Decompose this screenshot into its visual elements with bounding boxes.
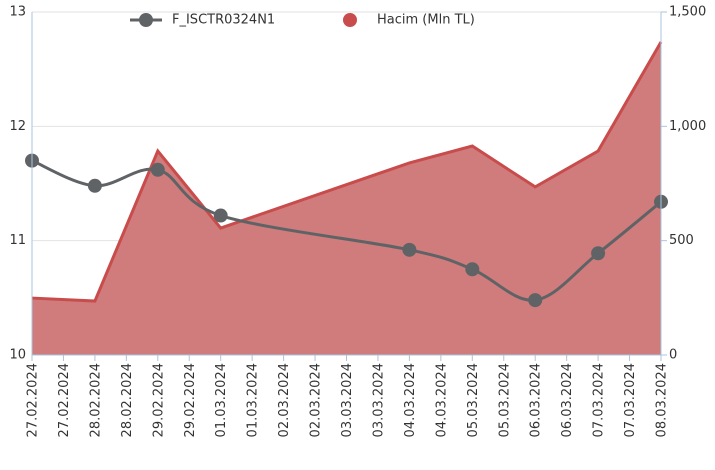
- x-tick-label: 08.03.2024: [655, 363, 670, 437]
- x-tick-label: 01.03.2024: [214, 363, 229, 437]
- line: [31, 159, 662, 302]
- y-tick-label: 13: [9, 5, 26, 20]
- point: [591, 246, 606, 261]
- x-tick-label: 28.02.2024: [120, 363, 135, 437]
- x-tick-label: 29.02.2024: [183, 363, 198, 437]
- x-tick-label: 28.02.2024: [88, 363, 103, 437]
- x-tick-label: 05.03.2024: [497, 363, 512, 437]
- x-tick-label: 04.03.2024: [434, 363, 449, 437]
- area-edge: [31, 41, 663, 303]
- point: [402, 242, 417, 257]
- x-tick-label: 02.03.2024: [277, 363, 292, 437]
- legend-marker: [139, 13, 153, 27]
- x-tick-label: 07.03.2024: [592, 363, 607, 437]
- x-tick-label: 06.03.2024: [529, 363, 544, 437]
- legend-label: F_ISCTR0324N1: [172, 13, 275, 28]
- y-tick-label: 10: [9, 348, 26, 363]
- area: [32, 41, 661, 356]
- y-tick-label: 11: [9, 233, 26, 248]
- point: [213, 208, 228, 223]
- x-tick-label: 02.03.2024: [309, 363, 324, 437]
- x-tick-label: 04.03.2024: [403, 363, 418, 437]
- x-tick-label: 29.02.2024: [151, 363, 166, 437]
- x-tick-label: 01.03.2024: [246, 363, 261, 437]
- legend-marker: [343, 13, 357, 27]
- x-tick-label: 07.03.2024: [623, 363, 638, 437]
- x-tick-label: 03.03.2024: [371, 363, 386, 437]
- point: [465, 262, 480, 277]
- point: [528, 293, 543, 308]
- y2-tick-label: 500: [669, 233, 694, 248]
- y-tick-label: 12: [9, 119, 26, 134]
- legend-label: Hacim (Mln TL): [377, 13, 475, 28]
- y2-tick-label: 1,000: [669, 119, 706, 134]
- y2-tick-label: 0: [669, 348, 677, 363]
- x-tick-label: 27.02.2024: [26, 363, 41, 437]
- point: [150, 162, 165, 177]
- x-tick-label: 06.03.2024: [560, 363, 575, 437]
- point: [87, 178, 102, 193]
- x-tick-label: 03.03.2024: [340, 363, 355, 437]
- y2-tick-label: 1,500: [669, 5, 706, 20]
- x-tick-label: 27.02.2024: [57, 363, 72, 437]
- x-tick-label: 05.03.2024: [466, 363, 481, 437]
